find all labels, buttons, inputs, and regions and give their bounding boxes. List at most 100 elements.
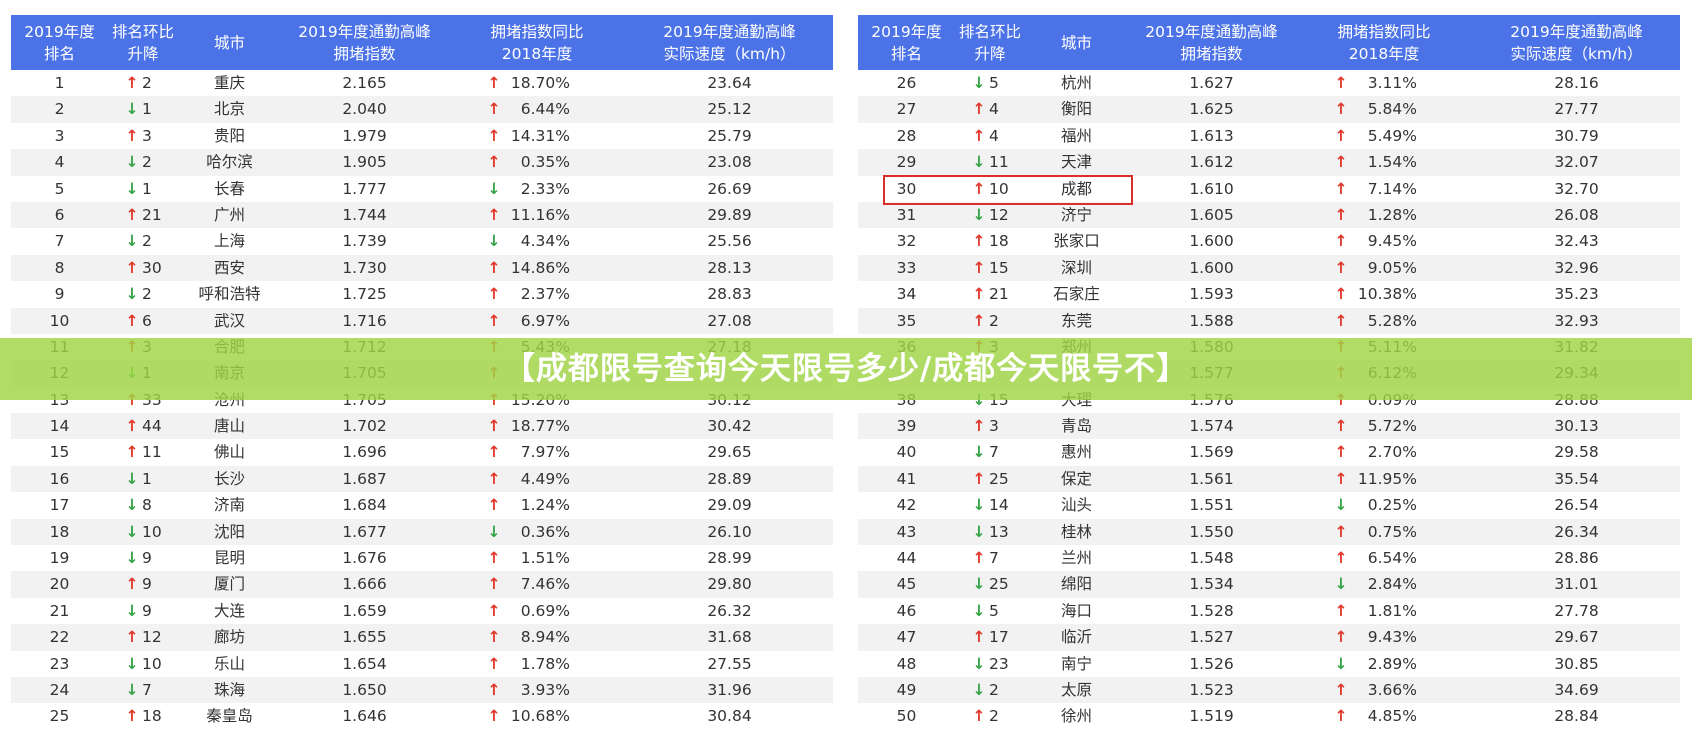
index-cell: 1.550 xyxy=(1189,522,1234,541)
yoy-cell: ↑ 14.31% xyxy=(448,123,626,149)
trend-arrow: ↑ xyxy=(125,311,139,330)
speed-cell: 32.07 xyxy=(1554,153,1599,172)
speed-cell: 31.68 xyxy=(707,628,752,647)
trend-arrow: ↑ xyxy=(1334,522,1348,541)
trend-arrow: ↑ xyxy=(1334,258,1348,277)
speed-cell: 25.79 xyxy=(707,126,752,145)
rank-cell: 21 xyxy=(49,601,70,620)
rank-change-cell: ↓ 12 xyxy=(955,202,1025,228)
trend-arrow: ↓ xyxy=(125,496,139,515)
trend-arrow: ↑ xyxy=(487,680,501,699)
index-cell: 1.588 xyxy=(1189,311,1234,330)
speed-cell: 26.54 xyxy=(1554,496,1599,515)
yoy-value: 11.16% xyxy=(510,205,570,224)
yoy-value: 0.35% xyxy=(520,153,570,172)
header-text: 2019年度通勤高峰 xyxy=(298,22,431,41)
rank-change-cell: ↑ 6 xyxy=(108,308,178,334)
rank-cell: 43 xyxy=(896,522,917,541)
trend-arrow: ↓ xyxy=(1334,654,1348,673)
yoy-value: 5.72% xyxy=(1367,417,1417,436)
rank-cell: 24 xyxy=(49,680,70,699)
table-row: 26 ↓ 5 杭州 1.627 ↑ 3.11% 28.16 xyxy=(858,70,1680,96)
index-cell: 1.548 xyxy=(1189,549,1234,568)
yoy-value: 1.51% xyxy=(520,549,570,568)
rank-change: 10 xyxy=(142,522,162,541)
rank-cell: 42 xyxy=(896,496,917,515)
table-row: 27 ↑ 4 衡阳 1.625 ↑ 5.84% 27.77 xyxy=(858,96,1680,123)
yoy-value: 2.33% xyxy=(520,179,570,198)
rank-change-cell: ↓ 5 xyxy=(955,598,1025,624)
trend-arrow: ↑ xyxy=(487,417,501,436)
highlight-box xyxy=(883,175,1133,205)
city-cell: 深圳 xyxy=(1060,258,1092,277)
city-cell: 秦皇岛 xyxy=(206,707,253,726)
yoy-value: 7.14% xyxy=(1367,179,1417,198)
trend-arrow: ↓ xyxy=(125,285,139,304)
index-cell: 1.627 xyxy=(1189,74,1234,92)
speed-cell: 30.84 xyxy=(707,707,752,726)
trend-arrow: ↑ xyxy=(125,575,139,594)
rank-change: 30 xyxy=(142,258,162,277)
trend-arrow: ↑ xyxy=(125,74,139,92)
yoy-cell: ↑ 5.72% xyxy=(1295,413,1473,439)
yoy-value: 0.69% xyxy=(520,601,570,620)
rank-cell: 22 xyxy=(49,628,70,647)
city-cell: 福州 xyxy=(1060,126,1092,145)
yoy-value: 6.54% xyxy=(1367,549,1417,568)
header-cell: 2019年度通勤高峰 实际速度（km/h） xyxy=(1473,15,1680,70)
trend-arrow: ↑ xyxy=(487,311,501,330)
yoy-value: 1.78% xyxy=(520,654,570,673)
rank-cell: 49 xyxy=(896,680,917,699)
table-row: 25 ↑ 18 秦皇岛 1.646 ↑ 10.68% 30.84 xyxy=(11,703,833,729)
speed-cell: 35.54 xyxy=(1554,469,1599,488)
header-text: 拥堵指数 xyxy=(1180,44,1243,63)
trend-arrow: ↑ xyxy=(1334,205,1348,224)
speed-cell: 23.08 xyxy=(707,153,752,172)
yoy-value: 5.28% xyxy=(1367,311,1417,330)
trend-arrow: ↓ xyxy=(972,654,986,673)
trend-arrow: ↓ xyxy=(1334,496,1348,515)
yoy-cell: ↑ 10.38% xyxy=(1295,281,1473,307)
rank-cell: 33 xyxy=(896,258,917,277)
city-cell: 唐山 xyxy=(213,417,245,436)
rank-cell: 34 xyxy=(896,285,917,304)
yoy-cell: ↑ 0.69% xyxy=(448,598,626,624)
rank-cell: 46 xyxy=(896,601,917,620)
speed-cell: 27.55 xyxy=(707,654,752,673)
index-cell: 1.610 xyxy=(1189,179,1234,198)
rank-change-cell: ↓ 23 xyxy=(955,651,1025,677)
trend-arrow: ↓ xyxy=(972,680,986,699)
table-row: 50 ↑ 2 徐州 1.519 ↑ 4.85% 28.84 xyxy=(858,703,1680,729)
table-row: 8 ↑ 30 西安 1.730 ↑ 14.86% 28.13 xyxy=(11,254,833,282)
index-cell: 1.677 xyxy=(342,522,387,541)
header-text: 2019年度通勤高峰 xyxy=(1510,22,1643,41)
speed-cell: 30.42 xyxy=(707,417,752,436)
yoy-value: 18.77% xyxy=(510,417,570,436)
rank-change-cell: ↓1 xyxy=(108,466,178,492)
yoy-cell: ↓ 0.36% xyxy=(448,519,626,545)
trend-arrow: ↑ xyxy=(125,258,139,277)
header-text: 升降 xyxy=(127,44,159,63)
rank-change-cell: ↑ 4 xyxy=(955,123,1025,149)
table-row: 47 ↑ 17 临沂 1.527 ↑ 9.43% 29.67 xyxy=(858,624,1680,651)
index-cell: 1.600 xyxy=(1189,258,1234,277)
index-cell: 1.702 xyxy=(342,417,387,436)
rank-change-cell: ↑ 18 xyxy=(108,703,178,729)
trend-arrow: ↑ xyxy=(972,469,986,488)
speed-cell: 26.69 xyxy=(707,179,752,198)
index-cell: 1.666 xyxy=(342,575,387,594)
speed-cell: 23.64 xyxy=(707,74,752,92)
table-row: 9 ↓ 2 呼和浩特 1.725 ↑ 2.37% 28.83 xyxy=(11,281,833,307)
rank-cell: 18 xyxy=(49,522,70,541)
index-cell: 1.696 xyxy=(342,443,387,462)
rank-change: 17 xyxy=(989,628,1009,647)
speed-cell: 35.23 xyxy=(1554,285,1599,304)
yoy-cell: ↑ 9.45% xyxy=(1295,228,1473,254)
yoy-cell: ↑ 10.68% xyxy=(448,703,626,729)
rank-change-cell: ↑ 10 xyxy=(955,176,1025,202)
header-row: 2019年度 排名 排名环比 升降 城市 2019年度通勤高峰 拥堵指数 拥堵指数同比 2018… xyxy=(858,15,1680,70)
rank-cell: 16 xyxy=(49,469,70,488)
yoy-cell: ↑ 14.86% xyxy=(448,255,626,281)
table-row: 33 ↑ 15 深圳 1.600 ↑ 9.05% 32.96 xyxy=(858,254,1680,282)
trend-arrow: ↑ xyxy=(487,153,501,172)
